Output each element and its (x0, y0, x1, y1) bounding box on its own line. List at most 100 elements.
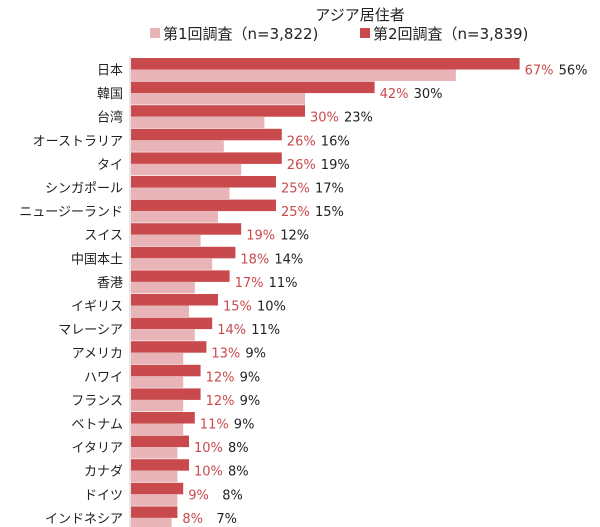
data-label-series-1: 14% (274, 252, 303, 267)
category-label: 韓国 (97, 87, 123, 102)
bar-series-2 (131, 199, 276, 212)
data-label-series-2: 9% (188, 488, 209, 503)
bar-series-1 (131, 305, 189, 317)
bar-series-1 (131, 376, 184, 388)
data-label-series-1: 10% (257, 300, 286, 315)
bar-series-2 (131, 176, 276, 188)
data-label-series-2: 17% (235, 276, 264, 291)
bar-series-2 (131, 317, 213, 330)
data-label-series-2: 25% (281, 205, 310, 220)
data-label-series-1: 17% (315, 182, 344, 197)
bar-series-1 (131, 494, 178, 506)
data-label-series-1: 9% (234, 418, 255, 433)
data-label-series-2: 25% (281, 182, 310, 197)
bar-series-2 (131, 412, 195, 424)
bar-series-1 (131, 423, 184, 435)
bar-series-1 (131, 187, 230, 199)
bar-series-2 (131, 482, 184, 495)
bar-series-1 (131, 211, 218, 223)
data-label-series-1: 56% (559, 64, 588, 79)
data-label-series-1: 11% (251, 323, 280, 338)
data-label-series-2: 26% (287, 134, 316, 149)
category-label: オーストラリア (33, 134, 123, 149)
bar-series-2 (131, 128, 282, 141)
data-label-series-1: 16% (321, 134, 350, 149)
data-label-series-2: 11% (200, 418, 229, 433)
category-label: 台湾 (97, 110, 123, 126)
category-label: スイス (84, 229, 123, 244)
legend: 第1回調査（n=3,822) 第2回調査（n=3,839) (150, 25, 528, 43)
bar-series-1 (131, 281, 195, 294)
bar-series-2 (131, 223, 242, 235)
data-label-series-1: 7% (216, 512, 237, 527)
data-label-series-2: 30% (310, 111, 339, 126)
bar-series-2 (131, 81, 375, 94)
bar-series-2 (131, 294, 218, 306)
category-label: 日本 (97, 64, 123, 79)
data-label-series-1: 30% (414, 87, 443, 102)
category-label: アメリカ (72, 347, 123, 362)
bar-series-1 (131, 69, 456, 81)
data-label-series-1: 15% (315, 205, 344, 220)
bar-series-1 (131, 116, 265, 129)
data-label-series-2: 42% (380, 87, 409, 102)
data-label-series-2: 12% (206, 370, 235, 385)
data-label-series-1: 23% (344, 111, 373, 126)
category-label: ドイツ (84, 488, 123, 503)
bar-series-2 (131, 246, 236, 259)
data-label-series-2: 12% (206, 394, 235, 409)
bar-series-2 (131, 506, 178, 518)
data-label-series-2: 15% (223, 300, 252, 315)
data-label-series-1: 8% (228, 441, 249, 456)
category-label: シンガポール (45, 182, 123, 197)
bar-series-2 (131, 105, 305, 117)
bar-series-2 (131, 341, 207, 353)
bar-series-1 (131, 258, 213, 270)
bar-series-1 (131, 93, 305, 105)
data-label-series-1: 8% (222, 488, 243, 503)
legend-label-1: 第1回調査（n=3,822) (163, 25, 318, 43)
data-label-series-1: 8% (228, 465, 249, 480)
bar-series-2 (131, 435, 189, 448)
bar-series-1 (131, 329, 195, 341)
category-label: ニュージーランド (19, 205, 123, 220)
bar-series-2 (131, 459, 189, 471)
bar-series-1 (131, 234, 201, 247)
category-label: マレーシア (58, 323, 123, 338)
category-label: イギリス (71, 300, 123, 315)
legend-swatch-2 (360, 28, 370, 38)
bar-series-1 (131, 140, 224, 152)
category-label: イタリア (72, 441, 123, 456)
category-label: インドネシア (45, 512, 123, 527)
data-label-series-2: 8% (182, 512, 203, 527)
category-label: カナダ (84, 465, 123, 480)
bar-series-1 (131, 352, 184, 365)
data-label-series-2: 13% (211, 347, 240, 362)
bar-series-1 (131, 517, 172, 527)
chart-title: アジア居住者 (315, 6, 404, 24)
data-label-series-2: 67% (525, 64, 554, 79)
data-label-series-2: 18% (240, 252, 269, 267)
data-label-series-2: 19% (246, 229, 275, 244)
data-label-series-2: 26% (287, 158, 316, 173)
data-label-series-1: 19% (321, 158, 350, 173)
bar-series-1 (131, 163, 242, 176)
data-label-series-2: 10% (194, 441, 223, 456)
category-label: ハワイ (84, 370, 123, 385)
bar-series-2 (131, 388, 201, 400)
data-label-series-2: 10% (194, 465, 223, 480)
bar-series-2 (131, 270, 230, 282)
data-label-series-1: 9% (240, 370, 261, 385)
data-label-series-1: 11% (269, 276, 298, 291)
category-label: タイ (97, 158, 123, 173)
bar-series-2 (131, 364, 201, 377)
category-label: 香港 (97, 276, 123, 291)
data-label-series-1: 12% (280, 229, 309, 244)
legend-label-2: 第2回調査（n=3,839) (373, 25, 528, 43)
bar-series-1 (131, 399, 184, 412)
data-label-series-1: 9% (245, 347, 266, 362)
category-label: フランス (71, 394, 123, 409)
data-label-series-2: 14% (217, 323, 246, 338)
data-label-series-1: 9% (240, 394, 261, 409)
